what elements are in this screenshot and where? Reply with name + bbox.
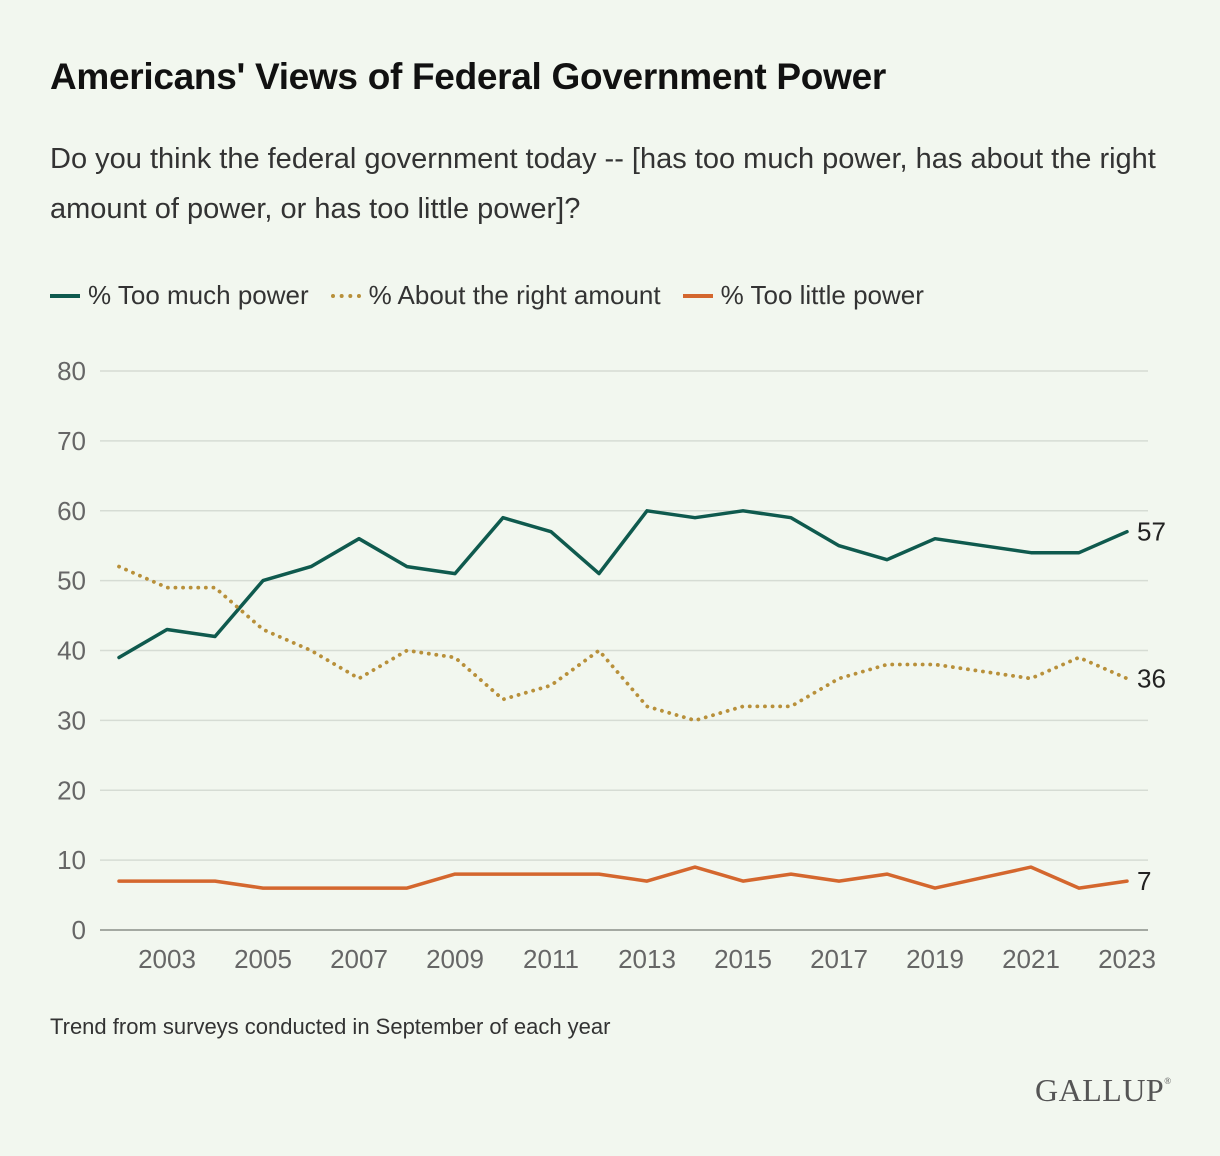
legend-item-right-amount: % About the right amount [330,280,661,311]
series-line-too-little [117,865,1129,890]
legend-item-too-little: % Too little power [682,280,924,311]
legend-label-right-amount: % About the right amount [368,280,661,310]
x-axis: 2003 2005 2007 2009 2011 2013 2015 2017 2019 2021… [138,944,1156,974]
x-tick-label: 2011 [523,944,579,974]
series-line-too-much [117,509,1129,660]
chart-subtitle: Do you think the federal government toda… [50,143,1156,225]
y-tick-label: 80 [57,356,86,386]
x-tick-label: 2007 [330,944,388,974]
x-tick-label: 2013 [618,944,676,974]
legend-label-too-much: % Too much power [88,280,309,310]
end-label-right-amount: 36 [1137,663,1166,693]
y-tick-label: 70 [57,426,86,456]
grid [100,370,1148,931]
legend-swatch-right-amount [330,293,361,298]
y-tick-label: 30 [57,705,86,735]
y-tick-label: 10 [57,845,86,875]
gallup-logo: GALLUP® [1035,1072,1172,1109]
legend-swatch-too-much [50,293,80,298]
y-tick-label: 60 [57,496,86,526]
end-labels: 57 36 7 [1137,517,1166,896]
logo-text: GALLUP [1035,1072,1165,1108]
x-tick-label: 2021 [1002,944,1060,974]
y-axis: 0 10 20 30 40 50 60 70 80 [57,356,86,945]
x-tick-label: 2015 [714,944,772,974]
series-line-right-amount [117,564,1129,723]
legend-swatch-too-little [682,293,713,298]
logo-registered-mark: ® [1164,1076,1172,1086]
end-label-too-little: 7 [1137,866,1151,896]
series-lines [117,509,1129,890]
x-tick-label: 2017 [810,944,868,974]
chart-title: Americans' Views of Federal Government P… [50,56,886,97]
footnote: Trend from surveys conducted in Septembe… [50,1014,611,1039]
x-tick-label: 2009 [426,944,484,974]
x-tick-label: 2003 [138,944,196,974]
legend-label-too-little: % Too little power [720,280,924,310]
y-tick-label: 50 [57,566,86,596]
y-tick-label: 20 [57,775,86,805]
x-tick-label: 2023 [1098,944,1156,974]
end-label-too-much: 57 [1137,517,1166,547]
y-tick-label: 0 [72,915,86,945]
x-tick-label: 2019 [906,944,964,974]
x-tick-label: 2005 [234,944,292,974]
legend: % Too much power % About the right amoun… [50,280,946,311]
y-tick-label: 40 [57,636,86,666]
legend-item-too-much: % Too much power [50,280,309,311]
